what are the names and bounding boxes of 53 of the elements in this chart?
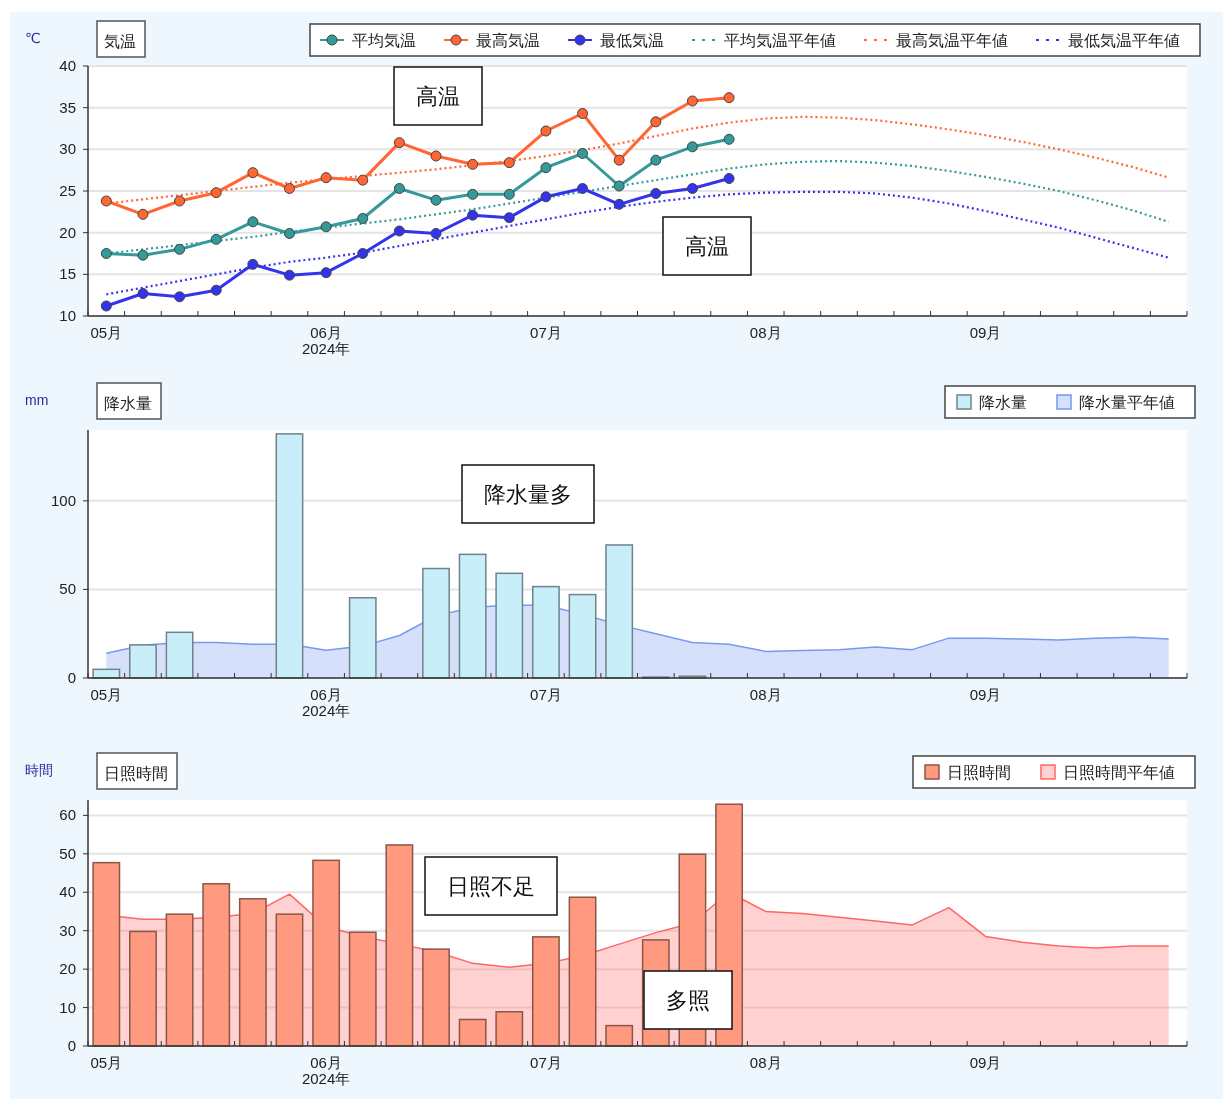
y-tick-label: 0: [67, 669, 76, 686]
y-axis-title: ℃: [25, 30, 41, 46]
legend-label: 最低気温: [600, 32, 664, 49]
legend-label: 降水量: [979, 394, 1027, 411]
y-tick-label: 15: [59, 265, 76, 283]
x-tick-label: 07月: [530, 686, 562, 703]
legend-label: 平均気温平年値: [724, 32, 836, 49]
y-axis-title: mm: [25, 392, 49, 408]
x-tick-label: 06月 2024年: [301, 324, 351, 357]
y-tick-label: 60: [59, 806, 76, 824]
x-tick-label: 05月: [90, 324, 123, 341]
y-tick-label: 35: [59, 98, 76, 116]
annotation: 高温: [416, 84, 460, 109]
x-tick-label: 08月: [749, 324, 782, 341]
legend-label: 最低気温平年値: [1068, 32, 1180, 49]
x-tick-label: 09月: [969, 1054, 1002, 1071]
legend-label: 降水量平年値: [1079, 394, 1175, 411]
y-tick-label: 50: [59, 580, 76, 598]
y-tick-label: 100: [50, 491, 76, 509]
x-tick-label: 08月: [749, 686, 782, 703]
x-tick-label: 06月 2024年: [301, 686, 351, 719]
y-tick-label: 20: [59, 960, 76, 978]
legend-label: 最高気温: [476, 32, 540, 49]
x-tick-label: 07月: [530, 1054, 562, 1071]
x-tick-label: 05月: [90, 686, 123, 703]
annotation: 多照: [666, 988, 710, 1013]
annotation: 降水量多: [484, 482, 572, 507]
legend-label: 日照時間平年値: [1063, 764, 1175, 781]
legend-label: 最高気温平年値: [896, 32, 1008, 49]
y-tick-label: 10: [59, 998, 76, 1016]
y-tick-label: 20: [59, 223, 76, 241]
y-tick-label: 30: [59, 921, 76, 939]
y-axis-title: 時間: [25, 762, 53, 778]
y-tick-label: 40: [59, 57, 76, 74]
chart-title: 降水量: [104, 395, 152, 412]
x-tick-label: 07月: [530, 324, 562, 341]
x-tick-label: 09月: [969, 686, 1002, 703]
y-tick-label: 10: [59, 307, 76, 324]
y-tick-label: 25: [59, 182, 76, 199]
chart-title: 日照時間: [104, 765, 168, 782]
y-tick-label: 0: [67, 1037, 76, 1054]
legend-label: 平均気温: [352, 32, 416, 49]
x-tick-label: 09月: [969, 324, 1002, 341]
chart-title: 気温: [104, 33, 136, 50]
annotation: 高温: [685, 234, 729, 259]
x-tick-label: 08月: [749, 1054, 782, 1071]
annotation: 日照不足: [447, 874, 535, 899]
x-tick-label: 05月: [90, 1054, 123, 1071]
y-tick-label: 30: [59, 140, 76, 158]
y-tick-label: 40: [59, 883, 76, 901]
x-tick-label: 06月 2024年: [301, 1054, 351, 1087]
y-tick-label: 50: [59, 844, 76, 862]
legend-label: 日照時間: [947, 764, 1011, 781]
